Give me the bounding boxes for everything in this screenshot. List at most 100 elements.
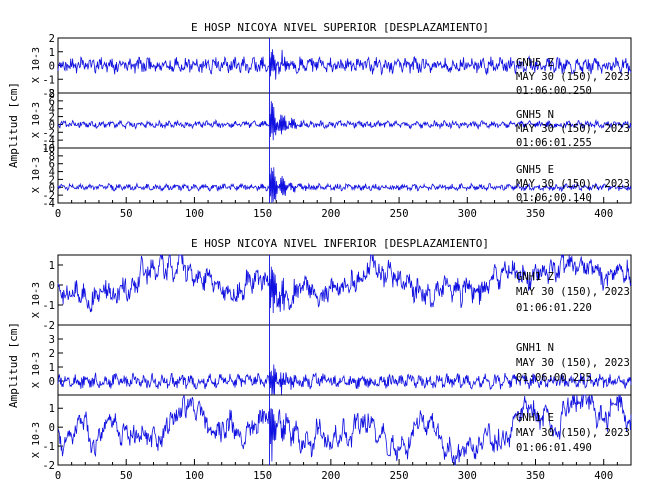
y-tick-label: 0 <box>49 182 55 194</box>
trace-label-date: MAY 30 (150), 2023 <box>516 357 630 369</box>
x-tick-label: 250 <box>390 470 409 482</box>
y-ticks: 1 0 -1 -2 <box>42 403 63 472</box>
waveform-line <box>57 101 632 141</box>
x-tick-label: 50 <box>120 470 133 482</box>
y-tick-label: 2 <box>49 33 55 45</box>
y-tick-label: 0 <box>49 376 55 388</box>
trace-label-station: GNH1 Z <box>516 271 554 283</box>
waveform-line <box>57 167 632 204</box>
trace-panel: 10-1-2 X 10-3 GNH1 Z MAY 30 (150), 2023 … <box>31 254 632 332</box>
y-tick-label: -2 <box>42 320 55 332</box>
y-tick-label: 1 <box>49 403 55 415</box>
trace-label-time: 01:06:00.250 <box>516 85 592 97</box>
trace-label-time: 01:06:01.255 <box>516 137 592 149</box>
x-tick-label: 200 <box>321 208 340 220</box>
y-tick-label: -2 <box>42 88 55 100</box>
waveform-line <box>57 254 632 314</box>
scale-label: X 10-3 <box>31 102 42 138</box>
y-tick-label: 0 <box>49 61 55 73</box>
trace-label-time: 01:06:00.225 <box>516 372 592 384</box>
y-tick-label: 2 <box>49 348 55 360</box>
y-tick-label: 2 <box>49 112 55 124</box>
y-ticks: 1 0 -1 -2 <box>42 260 63 332</box>
y-tick-label: 4 <box>49 104 55 116</box>
x-tick-label: 50 <box>120 208 133 220</box>
x-axis: 0 50 100 150 200 250 300 350 400 <box>55 197 618 220</box>
x-tick-label: 300 <box>458 208 477 220</box>
y-ticks: 2 1 0-1 -2 <box>42 33 63 100</box>
waveform-line <box>57 49 632 80</box>
y-tick-label: 0 <box>49 280 55 292</box>
x-tick-label: 400 <box>594 470 613 482</box>
y-tick-label: -4 <box>42 135 55 147</box>
x-tick-label: 100 <box>185 470 204 482</box>
x-tick-label: 100 <box>185 208 204 220</box>
waveform-line <box>57 394 632 466</box>
y-tick-label: 1 <box>49 260 55 272</box>
x-tick-label: 300 <box>458 470 477 482</box>
y-tick-label: -2 <box>42 460 55 472</box>
trace-label-station: GNH5 Z <box>516 57 554 69</box>
y-tick-label: -1 <box>42 441 55 453</box>
trace-label-date: MAY 30 (150), 2023 <box>516 427 630 439</box>
y-axis-label: Amplitud [cm] <box>7 82 20 168</box>
trace-label-date: MAY 30 (150), 2023 <box>516 286 630 298</box>
trace-label-time: 01:06:00.140 <box>516 192 592 204</box>
scale-label: X 10-3 <box>31 422 42 458</box>
trace-label-station: GNH5 E <box>516 164 554 176</box>
scale-label: X 10-3 <box>31 282 42 318</box>
chart-title: E HOSP NICOYA NIVEL INFERIOR [DESPLAZAMI… <box>191 237 489 250</box>
y-tick-label: 4 <box>49 167 55 179</box>
y-axis-label: Amplitud [cm] <box>7 322 20 408</box>
y-tick-label: -6 <box>42 143 55 155</box>
y-tick-label: 0 <box>49 422 55 434</box>
x-tick-label: 350 <box>526 470 545 482</box>
trace-panel: 3 2 1 0 X 10-3 GNH1 N MAY 30 (150), 2023 01… <box>31 324 632 396</box>
trace-label-station: GNH5 N <box>516 109 554 121</box>
trace-label-station: GNH1 N <box>516 342 554 354</box>
y-tick-label: -1 <box>42 300 55 312</box>
y-tick-label: 8 <box>49 88 55 100</box>
trace-panel: 10-1-2 X 10-3 GNH1 E MAY 30 (150), 2023 … <box>31 394 632 472</box>
trace-label-date: MAY 30 (150), 2023 <box>516 123 630 135</box>
y-tick-label: -4 <box>42 198 55 210</box>
scale-label: X 10-3 <box>31 47 42 83</box>
x-tick-label: 0 <box>55 208 61 220</box>
y-tick-label: 10 <box>42 143 55 155</box>
y-tick-label: 2 <box>49 174 55 186</box>
y-tick-label: 0 <box>49 119 55 131</box>
y-tick-label: -2 <box>42 190 55 202</box>
trace-label-date: MAY 30 (150), 2023 <box>516 178 630 190</box>
trace-label-station: GNH1 E <box>516 412 554 424</box>
y-tick-label: 3 <box>49 334 55 346</box>
chart-title: E HOSP NICOYA NIVEL SUPERIOR [DESPLAZAMI… <box>191 21 489 34</box>
chart-superior: E HOSP NICOYA NIVEL SUPERIOR [DESPLAZAMI… <box>7 21 632 220</box>
y-tick-label: -2 <box>42 127 55 139</box>
scale-label: X 10-3 <box>31 157 42 193</box>
trace-label-date: MAY 30 (150), 2023 <box>516 71 630 83</box>
trace-label-time: 01:06:01.220 <box>516 302 592 314</box>
y-tick-label: 1 <box>49 47 55 59</box>
x-tick-label: 150 <box>253 208 272 220</box>
x-tick-label: 200 <box>321 470 340 482</box>
x-axis: 0 50 100 150 200 250 300 350 400 <box>55 459 618 482</box>
waveform-line <box>57 364 632 396</box>
chart-inferior: E HOSP NICOYA NIVEL INFERIOR [DESPLAZAMI… <box>7 237 632 482</box>
y-tick-label: 6 <box>49 159 55 171</box>
x-tick-label: 150 <box>253 470 272 482</box>
y-tick-label: 1 <box>49 362 55 374</box>
x-tick-label: 250 <box>390 208 409 220</box>
y-tick-label: -1 <box>42 74 55 86</box>
trace-panel: 2 1 0-1 -2 X 10-3 GNH5 Z MAY 30 (150), 2023… <box>31 33 632 100</box>
x-tick-label: 350 <box>526 208 545 220</box>
y-tick-label: 8 <box>49 151 55 163</box>
x-tick-label: 0 <box>55 470 61 482</box>
scale-label: X 10-3 <box>31 352 42 388</box>
x-tick-label: 400 <box>594 208 613 220</box>
trace-label-time: 01:06:01.490 <box>516 442 592 454</box>
